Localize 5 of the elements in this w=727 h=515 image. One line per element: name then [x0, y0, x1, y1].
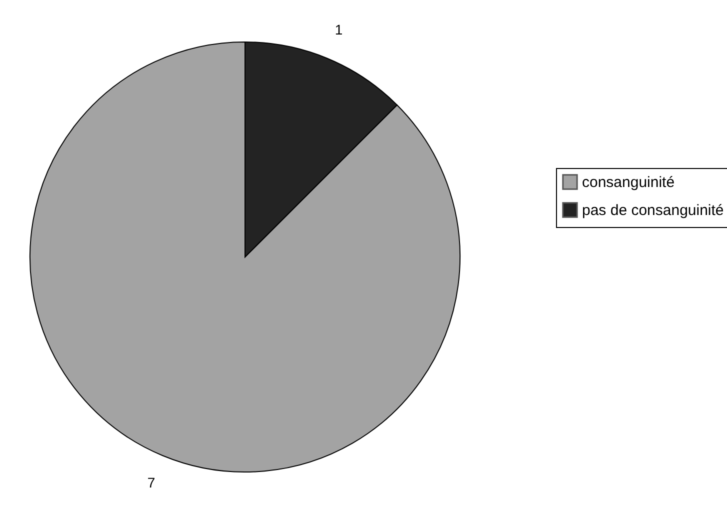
data-label: 1 — [334, 22, 343, 38]
data-label: 7 — [147, 474, 156, 490]
legend-label: pas de consanguinité — [582, 202, 724, 219]
legend-label: consanguinité — [582, 174, 675, 191]
pie-slice — [30, 42, 460, 472]
